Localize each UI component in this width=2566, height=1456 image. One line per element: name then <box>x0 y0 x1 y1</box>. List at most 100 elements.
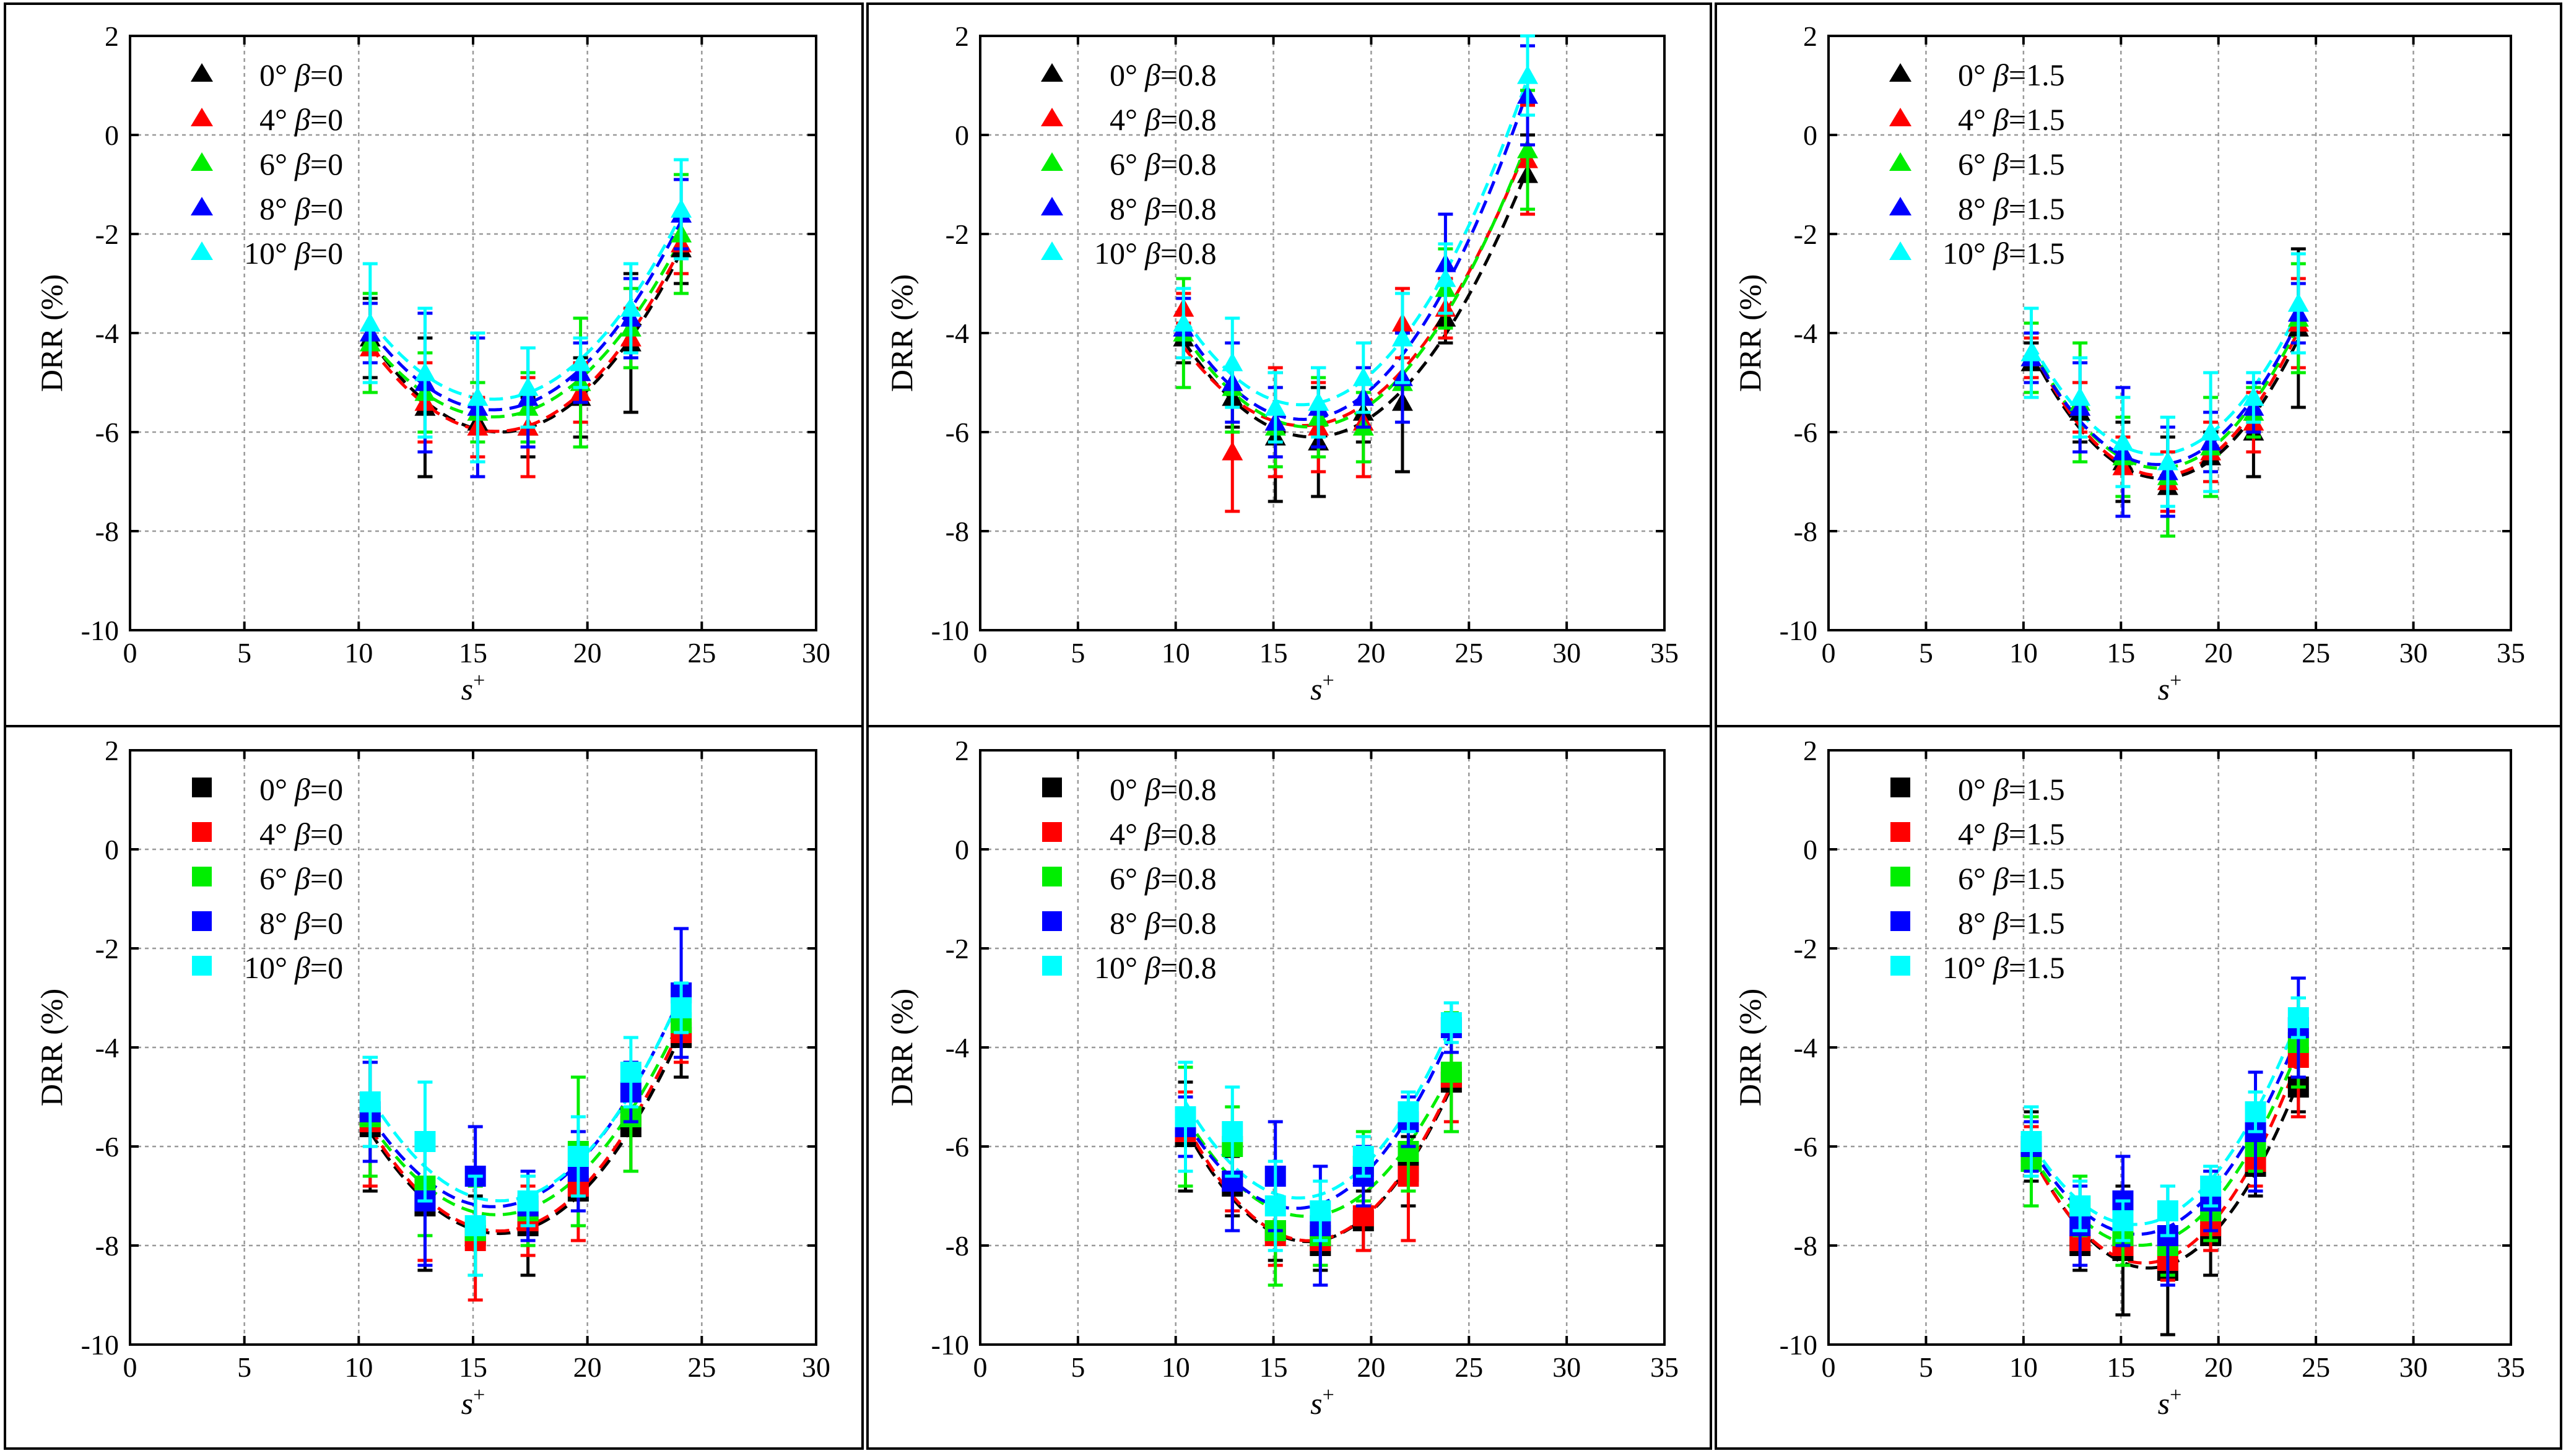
y-tick-label: 2 <box>955 20 969 52</box>
legend-label: 6° <box>1110 147 1137 181</box>
data-point-triangle <box>570 352 591 371</box>
legend-marker <box>1890 778 1910 797</box>
x-tick-label: 35 <box>1650 637 1679 669</box>
x-tick-label: 5 <box>1071 1351 1085 1383</box>
legend-marker <box>1890 956 1910 976</box>
legend-beta: β=1.5 <box>1993 772 2065 807</box>
y-tick-label: -10 <box>81 1329 119 1361</box>
legend-marker <box>192 822 212 842</box>
data-point-square <box>671 997 692 1018</box>
panel-border <box>1715 725 2562 1450</box>
legend-marker <box>191 241 213 260</box>
legend-beta: β=0 <box>294 236 343 271</box>
x-tick-label: 25 <box>2302 1351 2330 1383</box>
x-tick-label: 30 <box>802 1351 830 1383</box>
fit-curve-6deg <box>1182 141 1529 429</box>
y-tick-label: -8 <box>95 1230 119 1262</box>
legend-label: 8° <box>1110 191 1137 226</box>
legend-label: 10° <box>1094 950 1137 985</box>
data-point-square <box>414 1131 436 1152</box>
legend-label: 8° <box>259 191 287 226</box>
y-tick-label: -4 <box>946 1032 969 1064</box>
panel-border <box>866 725 1712 1450</box>
legend-label: 10° <box>1942 236 1986 271</box>
x-tick-label: 25 <box>687 637 716 669</box>
x-tick-label: 0 <box>123 1351 137 1383</box>
x-tick-label: 25 <box>2302 637 2330 669</box>
y-tick-label: -8 <box>946 1230 969 1262</box>
y-tick-label: 2 <box>105 20 119 52</box>
x-tick-label: 30 <box>2399 1351 2428 1383</box>
data-point-triangle <box>2200 422 2222 441</box>
x-tick-label: 0 <box>123 637 137 669</box>
y-axis-title: DRR (%) <box>884 989 919 1106</box>
legend-beta: β=0 <box>294 817 343 851</box>
x-tick-label: 15 <box>1259 637 1288 669</box>
legend-beta: β=0 <box>294 906 343 940</box>
data-point-triangle <box>1173 313 1194 332</box>
legend-beta: β=1.5 <box>1993 147 2065 181</box>
legend-label: 4° <box>1958 817 1986 851</box>
legend-marker <box>191 63 213 82</box>
data-point-square <box>2245 1101 2266 1122</box>
y-tick-label: -4 <box>1794 1032 1817 1064</box>
legend-beta: β=1.5 <box>1993 191 2065 226</box>
x-tick-label: 5 <box>1919 637 1933 669</box>
data-point-square <box>517 1190 539 1211</box>
y-tick-label: -2 <box>946 219 969 250</box>
legend-label: 4° <box>259 817 287 851</box>
y-axis-title: DRR (%) <box>884 274 919 392</box>
legend-beta: β=0.8 <box>1144 191 1217 226</box>
data-point-triangle <box>1352 367 1374 386</box>
y-tick-label: -2 <box>95 933 119 964</box>
y-tick-label: -8 <box>946 516 969 547</box>
data-point-triangle <box>1517 139 1538 158</box>
data-point-square <box>2287 1007 2309 1028</box>
y-tick-label: -10 <box>1780 615 1817 646</box>
y-tick-label: -4 <box>1794 318 1817 349</box>
y-axis-title: DRR (%) <box>1733 274 1767 392</box>
data-point-square <box>1310 1200 1331 1221</box>
legend-marker <box>1889 241 1911 260</box>
y-tick-label: 2 <box>1803 20 1817 52</box>
data-point-square <box>1175 1106 1196 1127</box>
data-point-square <box>2112 1210 2134 1231</box>
x-tick-label: 25 <box>1455 1351 1483 1383</box>
data-point-triangle <box>1264 397 1286 416</box>
x-tick-label: 0 <box>1822 1351 1836 1383</box>
legend-label: 10° <box>1094 236 1137 271</box>
legend-marker <box>1041 197 1063 215</box>
x-axis-title: s+ <box>461 1384 485 1421</box>
data-point-triangle <box>1308 392 1329 411</box>
legend-beta: β=0.8 <box>1144 58 1217 92</box>
legend-label: 8° <box>1110 906 1137 940</box>
x-tick-label: 15 <box>459 637 487 669</box>
data-point-square <box>2069 1195 2091 1216</box>
legend-label: 6° <box>1110 861 1137 896</box>
x-tick-label: 20 <box>573 1351 602 1383</box>
legend-marker <box>1042 867 1062 886</box>
y-tick-label: -6 <box>95 417 119 448</box>
legend-label: 10° <box>244 236 287 271</box>
y-tick-label: 2 <box>955 735 969 766</box>
y-tick-label: -4 <box>95 1032 119 1064</box>
x-tick-label: 20 <box>2204 1351 2233 1383</box>
y-tick-label: 0 <box>1803 834 1817 865</box>
y-tick-label: 0 <box>955 119 969 151</box>
x-axis-title: s+ <box>2158 669 2182 706</box>
legend-marker <box>192 911 212 931</box>
legend-beta: β=1.5 <box>1993 817 2065 851</box>
legend-label: 4° <box>1958 102 1986 137</box>
legend-label: 10° <box>244 950 287 985</box>
data-point-square <box>620 1062 642 1083</box>
data-point-triangle <box>414 362 436 381</box>
x-tick-label: 35 <box>2497 637 2525 669</box>
y-tick-label: -8 <box>1794 516 1817 547</box>
data-point-square <box>1264 1195 1286 1216</box>
x-tick-label: 10 <box>344 1351 373 1383</box>
legend-beta: β=1.5 <box>1993 906 2065 940</box>
legend-beta: β=0.8 <box>1144 147 1217 181</box>
y-axis-title: DRR (%) <box>34 274 69 392</box>
